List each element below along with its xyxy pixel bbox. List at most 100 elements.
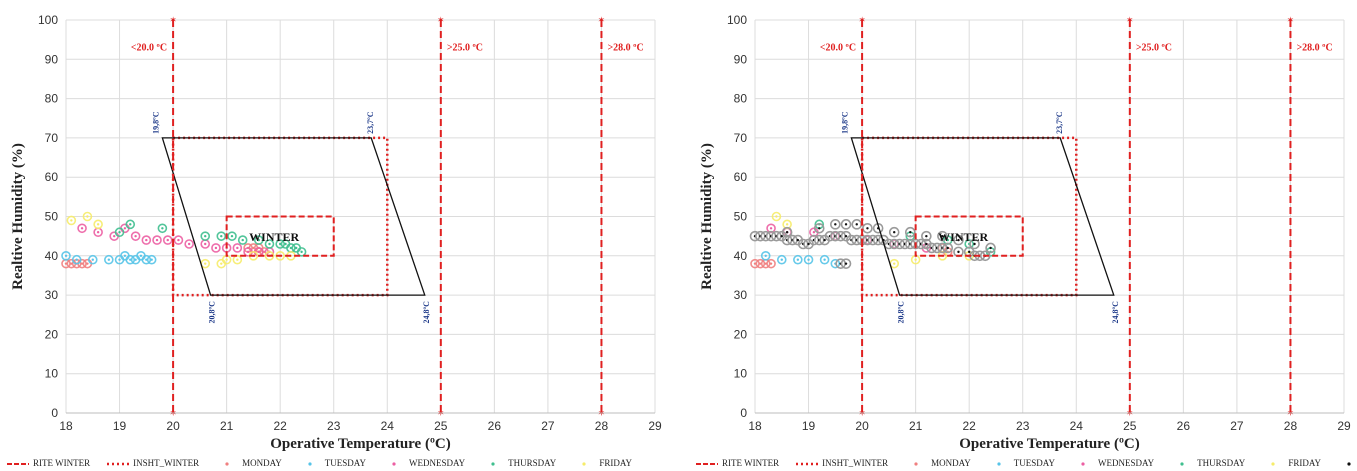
legend-item-wednesday: WEDNESDAY (1071, 458, 1154, 468)
data-point-center (946, 246, 949, 250)
data-point (77, 223, 87, 234)
data-point (264, 251, 275, 261)
data-point-center (112, 234, 116, 238)
data-point (942, 242, 954, 254)
legend-label: THURSDAY (508, 458, 557, 468)
y-tick-label: 70 (734, 131, 748, 145)
data-point (803, 254, 814, 265)
legend-label: RITE WINTER (722, 458, 780, 468)
comfort-polygon (850, 137, 1115, 296)
data-point-center (785, 231, 789, 234)
data-point-center (268, 242, 271, 246)
data-point-center (107, 258, 111, 261)
data-point (888, 226, 900, 238)
data-point (760, 251, 771, 261)
data-point-center (925, 234, 928, 238)
legend-swatch (1170, 459, 1194, 468)
data-point (830, 219, 841, 230)
limit-line-label: <20.0 ºC (820, 42, 856, 53)
legend-item-thursday: THURSDAY (1170, 458, 1245, 468)
x-tick-label: 26 (1177, 419, 1191, 433)
polygon-corner-label: 24,8ºC (422, 301, 431, 324)
x-tick-label: 27 (541, 419, 555, 433)
y-tick-label: 0 (51, 406, 58, 420)
chart-right-legend: RITE WINTER INSHT_WINTER MONDAY TUESDAY WEDN… (695, 458, 1357, 470)
y-tick-label: 60 (45, 170, 59, 184)
x-tick-label: 21 (220, 419, 234, 433)
legend-label: FRIDAY (599, 458, 632, 468)
legend-item-wednesday: WEDNESDAY (382, 458, 465, 468)
data-point-center (893, 231, 896, 234)
data-point-center (957, 238, 960, 242)
legend-item-monday: MONDAY (215, 458, 282, 468)
y-tick-label: 50 (734, 210, 748, 224)
data-point (114, 227, 125, 238)
data-point-center (236, 258, 239, 261)
data-point-center (909, 231, 912, 234)
data-point (61, 251, 71, 261)
data-point-center (807, 242, 810, 246)
data-point-center (241, 238, 244, 242)
y-tick-label: 30 (45, 288, 59, 302)
x-tick-label: 19 (113, 419, 127, 433)
data-point-center (150, 258, 153, 261)
chart-left: 18 19 20 21 22 23 24 25 26 27 28 29 0 10 20 30 40 50 60 70 8… (0, 0, 668, 471)
y-tick-label: 80 (734, 92, 748, 106)
data-point-center (204, 234, 207, 238)
data-point-center (780, 234, 783, 238)
data-point (211, 243, 221, 253)
data-point (141, 254, 152, 265)
x-tick-label: 19 (802, 419, 816, 433)
data-point-center (230, 234, 234, 238)
limit-line-marker: ✶ (1126, 15, 1134, 25)
data-point-center (161, 227, 164, 230)
legend-label: INSHT_WINTER (133, 458, 200, 468)
x-tick-label: 20 (166, 419, 180, 433)
data-point (184, 239, 194, 249)
data-point (152, 235, 162, 245)
series-wednesday (77, 223, 275, 257)
data-point-center (246, 250, 250, 254)
data-point-center (86, 262, 89, 265)
x-tick-label: 29 (1337, 419, 1351, 433)
x-tick-label: 23 (1016, 419, 1030, 433)
data-point (227, 231, 237, 241)
legend-swatch (6, 459, 30, 468)
polygon-corner-label: 19,8ºC (151, 111, 160, 134)
data-point-center (166, 238, 169, 242)
data-point (162, 235, 173, 245)
data-point (840, 258, 852, 269)
polygon-corner-label: 20,8ºC (897, 301, 906, 324)
legend-label: WEDNESDAY (408, 458, 466, 468)
data-point-center (925, 242, 928, 246)
data-point (819, 254, 830, 265)
data-point (141, 235, 152, 245)
legend-label: FRIDAY (1288, 458, 1321, 468)
series-unoccupied (749, 219, 996, 269)
data-point-center (257, 250, 260, 254)
data-point (969, 238, 980, 250)
data-point (291, 243, 302, 253)
y-tick-label: 80 (45, 92, 59, 106)
data-point-center (214, 246, 218, 250)
x-tick-label: 29 (648, 419, 662, 433)
data-point-center (834, 223, 837, 226)
data-point (979, 250, 991, 262)
data-point-center (123, 227, 127, 230)
data-point-center (86, 215, 89, 218)
legend-swatch (382, 459, 406, 468)
data-point-center (145, 238, 148, 242)
data-point-center (785, 223, 789, 226)
data-point-center (807, 258, 810, 261)
data-point-center (139, 254, 143, 257)
data-point-center (80, 227, 84, 230)
legend-label: TUESDAY (324, 458, 366, 468)
x-tick-label: 26 (488, 419, 502, 433)
data-point (125, 219, 136, 230)
y-tick-label: 0 (740, 406, 747, 420)
data-point (750, 258, 760, 269)
winter-box (225, 215, 335, 257)
legend-item-insht: INSHT_WINTER (106, 458, 199, 468)
data-point-center (118, 231, 121, 234)
data-point (200, 231, 211, 241)
